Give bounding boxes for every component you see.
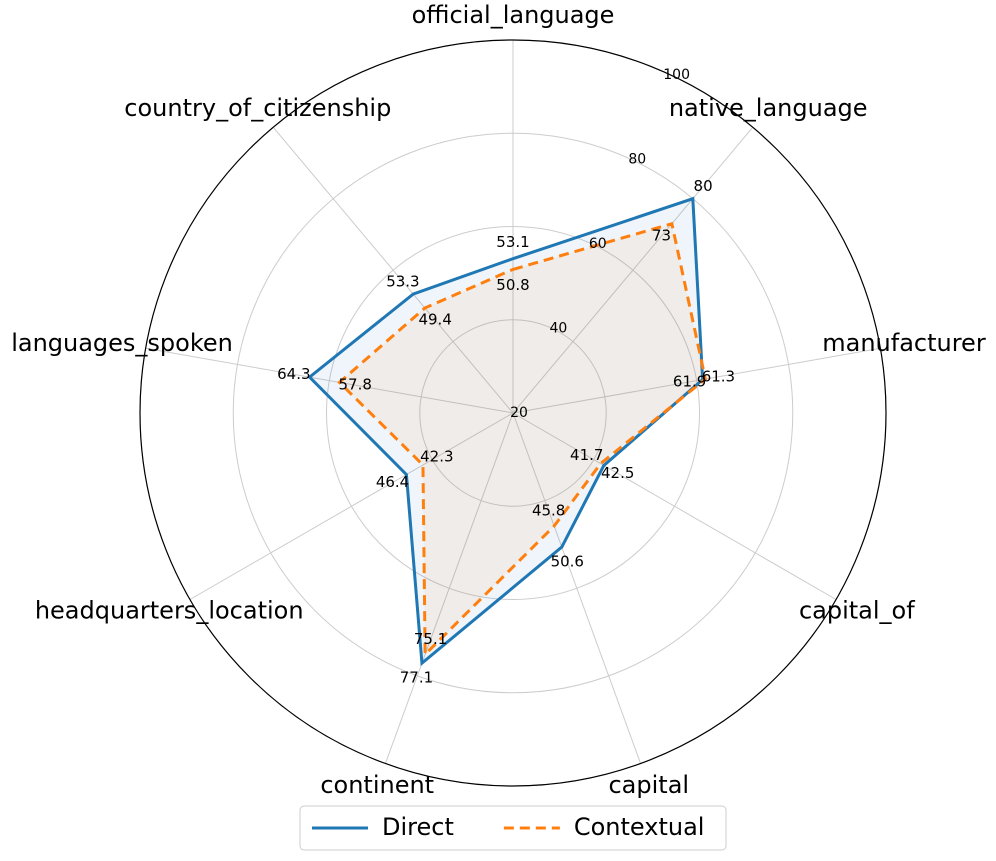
category-label: country_of_citizenship [124,94,391,122]
category-label: capital [608,771,689,799]
spoke [512,412,837,600]
legend-label: Contextual [574,813,705,841]
value-label: 42.3 [420,447,453,465]
value-label: 41.7 [570,446,603,464]
spoke [384,412,514,764]
value-label: 75.1 [414,630,447,648]
spoke [512,347,881,414]
category-label: continent [320,771,434,799]
value-label: 46.4 [376,473,409,491]
r-tick-label: 20 [510,405,528,421]
category-label: headquarters_location [35,597,304,625]
category-label: languages_spoken [11,329,233,357]
category-label: capital_of [799,597,915,625]
value-label: 53.3 [386,272,419,290]
series-line [337,221,708,658]
r-tick-label: 100 [663,67,690,83]
r-tick-label: 40 [549,320,567,336]
value-label: 61.3 [702,367,735,385]
value-label: 77.1 [400,669,433,687]
r-tick-label: 80 [628,151,646,167]
spoke [512,126,754,414]
value-label: 80 [694,177,713,195]
value-label: 42.5 [601,464,634,482]
value-label: 61.9 [673,372,706,390]
legend-label: Direct [382,813,454,841]
legend: Direct Contextual [299,805,727,851]
outer-frame [139,39,887,787]
category-label: manufacturer [822,329,986,357]
series-line [307,196,705,667]
spoke [272,126,514,414]
series-fill [309,198,703,664]
value-label: 50.6 [551,553,584,571]
category-label: official_language [412,1,615,29]
value-label: 53.1 [496,233,529,251]
spoke [189,412,514,600]
value-label: 57.8 [338,376,371,394]
value-label: 73 [652,226,671,244]
value-label: 45.8 [532,502,565,520]
series-fill [339,223,706,655]
r-tick-label: 60 [589,236,607,252]
value-label: 64.3 [277,365,310,383]
spoke [512,412,642,764]
value-label: 49.4 [418,311,451,329]
value-label: 50.8 [496,276,529,294]
category-label: native_language [669,94,868,122]
spoke [145,347,514,414]
